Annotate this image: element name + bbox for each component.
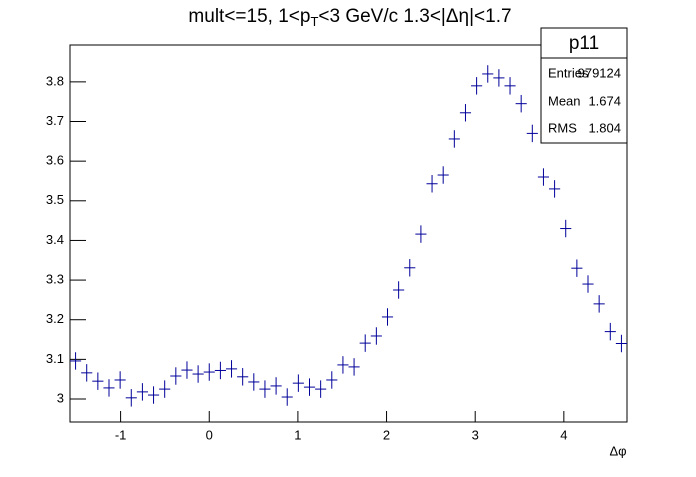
stats-key: Mean [548, 93, 581, 108]
y-tick-label: 3.4 [46, 232, 64, 247]
stats-key: RMS [548, 120, 577, 135]
data-point [471, 77, 483, 95]
data-point [526, 124, 538, 143]
title-part: <3 GeV/c 1.3<|Δη|<1.7 [318, 6, 511, 27]
data-point [114, 371, 126, 389]
data-point [170, 367, 182, 385]
stats-frame [540, 27, 628, 144]
data-point [549, 180, 561, 198]
data-point [448, 130, 460, 148]
data-point [92, 372, 104, 390]
data-point [359, 334, 371, 352]
x-tick-label: 4 [560, 427, 567, 442]
data-point [125, 389, 137, 407]
data-point [214, 361, 226, 380]
x-tick-label: 2 [383, 427, 390, 442]
data-point [337, 356, 349, 374]
data-point [81, 364, 93, 382]
data-point [259, 380, 271, 398]
stats-key: Entries [548, 65, 589, 80]
data-point [426, 175, 438, 193]
data-point [504, 77, 516, 95]
data-point [493, 69, 505, 87]
data-point [248, 373, 260, 391]
y-tick-label: 3.7 [46, 113, 64, 128]
stats-value: 1.674 [588, 93, 621, 108]
data-point [404, 259, 416, 277]
data-point [292, 374, 304, 392]
data-point [415, 225, 427, 243]
stats-value: 979124 [578, 65, 621, 80]
data-point [381, 308, 394, 326]
data-point [103, 379, 115, 397]
data-point [303, 378, 316, 396]
data-point [147, 386, 160, 404]
data-point [136, 383, 148, 401]
data-point [348, 358, 360, 376]
data-point [593, 295, 605, 313]
y-tick-label: 3.5 [46, 192, 64, 207]
data-point [181, 361, 193, 379]
title-subscript: T [310, 14, 318, 29]
data-point [515, 94, 527, 113]
stats-title: p11 [569, 33, 599, 54]
data-point [582, 275, 594, 293]
data-point [482, 65, 494, 83]
y-tick-label: 3.6 [46, 153, 64, 168]
data-point [159, 380, 171, 398]
title-part: mult<=15, 1<p [188, 6, 310, 27]
data-point [560, 219, 572, 238]
data-point [225, 360, 238, 378]
y-tick-label: 3.2 [46, 311, 64, 326]
x-axis-label: Δφ [609, 443, 626, 458]
x-tick-label: -1 [115, 427, 127, 442]
data-point [393, 281, 405, 299]
stats-box: p11 Entries 979124 Mean 1.674 RMS 1.804 [540, 27, 628, 144]
data-point [315, 380, 327, 398]
stats-value: 1.804 [588, 120, 621, 135]
data-point [203, 363, 215, 381]
y-tick-label: 3 [57, 390, 64, 405]
y-tick-label: 3.1 [46, 351, 64, 366]
x-tick-label: 3 [472, 427, 479, 442]
data-point [437, 166, 449, 184]
y-tick-label: 3.3 [46, 272, 64, 287]
data-point [604, 322, 616, 341]
data-point [537, 168, 550, 186]
data-point [192, 365, 204, 383]
data-point [270, 377, 282, 395]
chart-title: mult<=15, 1<pT<3 GeV/c 1.3<|Δη|<1.7 [188, 6, 511, 29]
data-point [370, 327, 382, 345]
x-tick-label: 0 [206, 427, 213, 442]
data-point [459, 104, 472, 122]
x-tick-label: 1 [294, 427, 301, 442]
data-point [237, 368, 249, 386]
data-point [326, 371, 338, 389]
data-point [571, 259, 583, 277]
data-point [281, 388, 293, 406]
data-point [70, 352, 82, 370]
data-point [615, 334, 627, 353]
y-tick-label: 3.8 [46, 73, 64, 88]
frame [69, 44, 628, 423]
